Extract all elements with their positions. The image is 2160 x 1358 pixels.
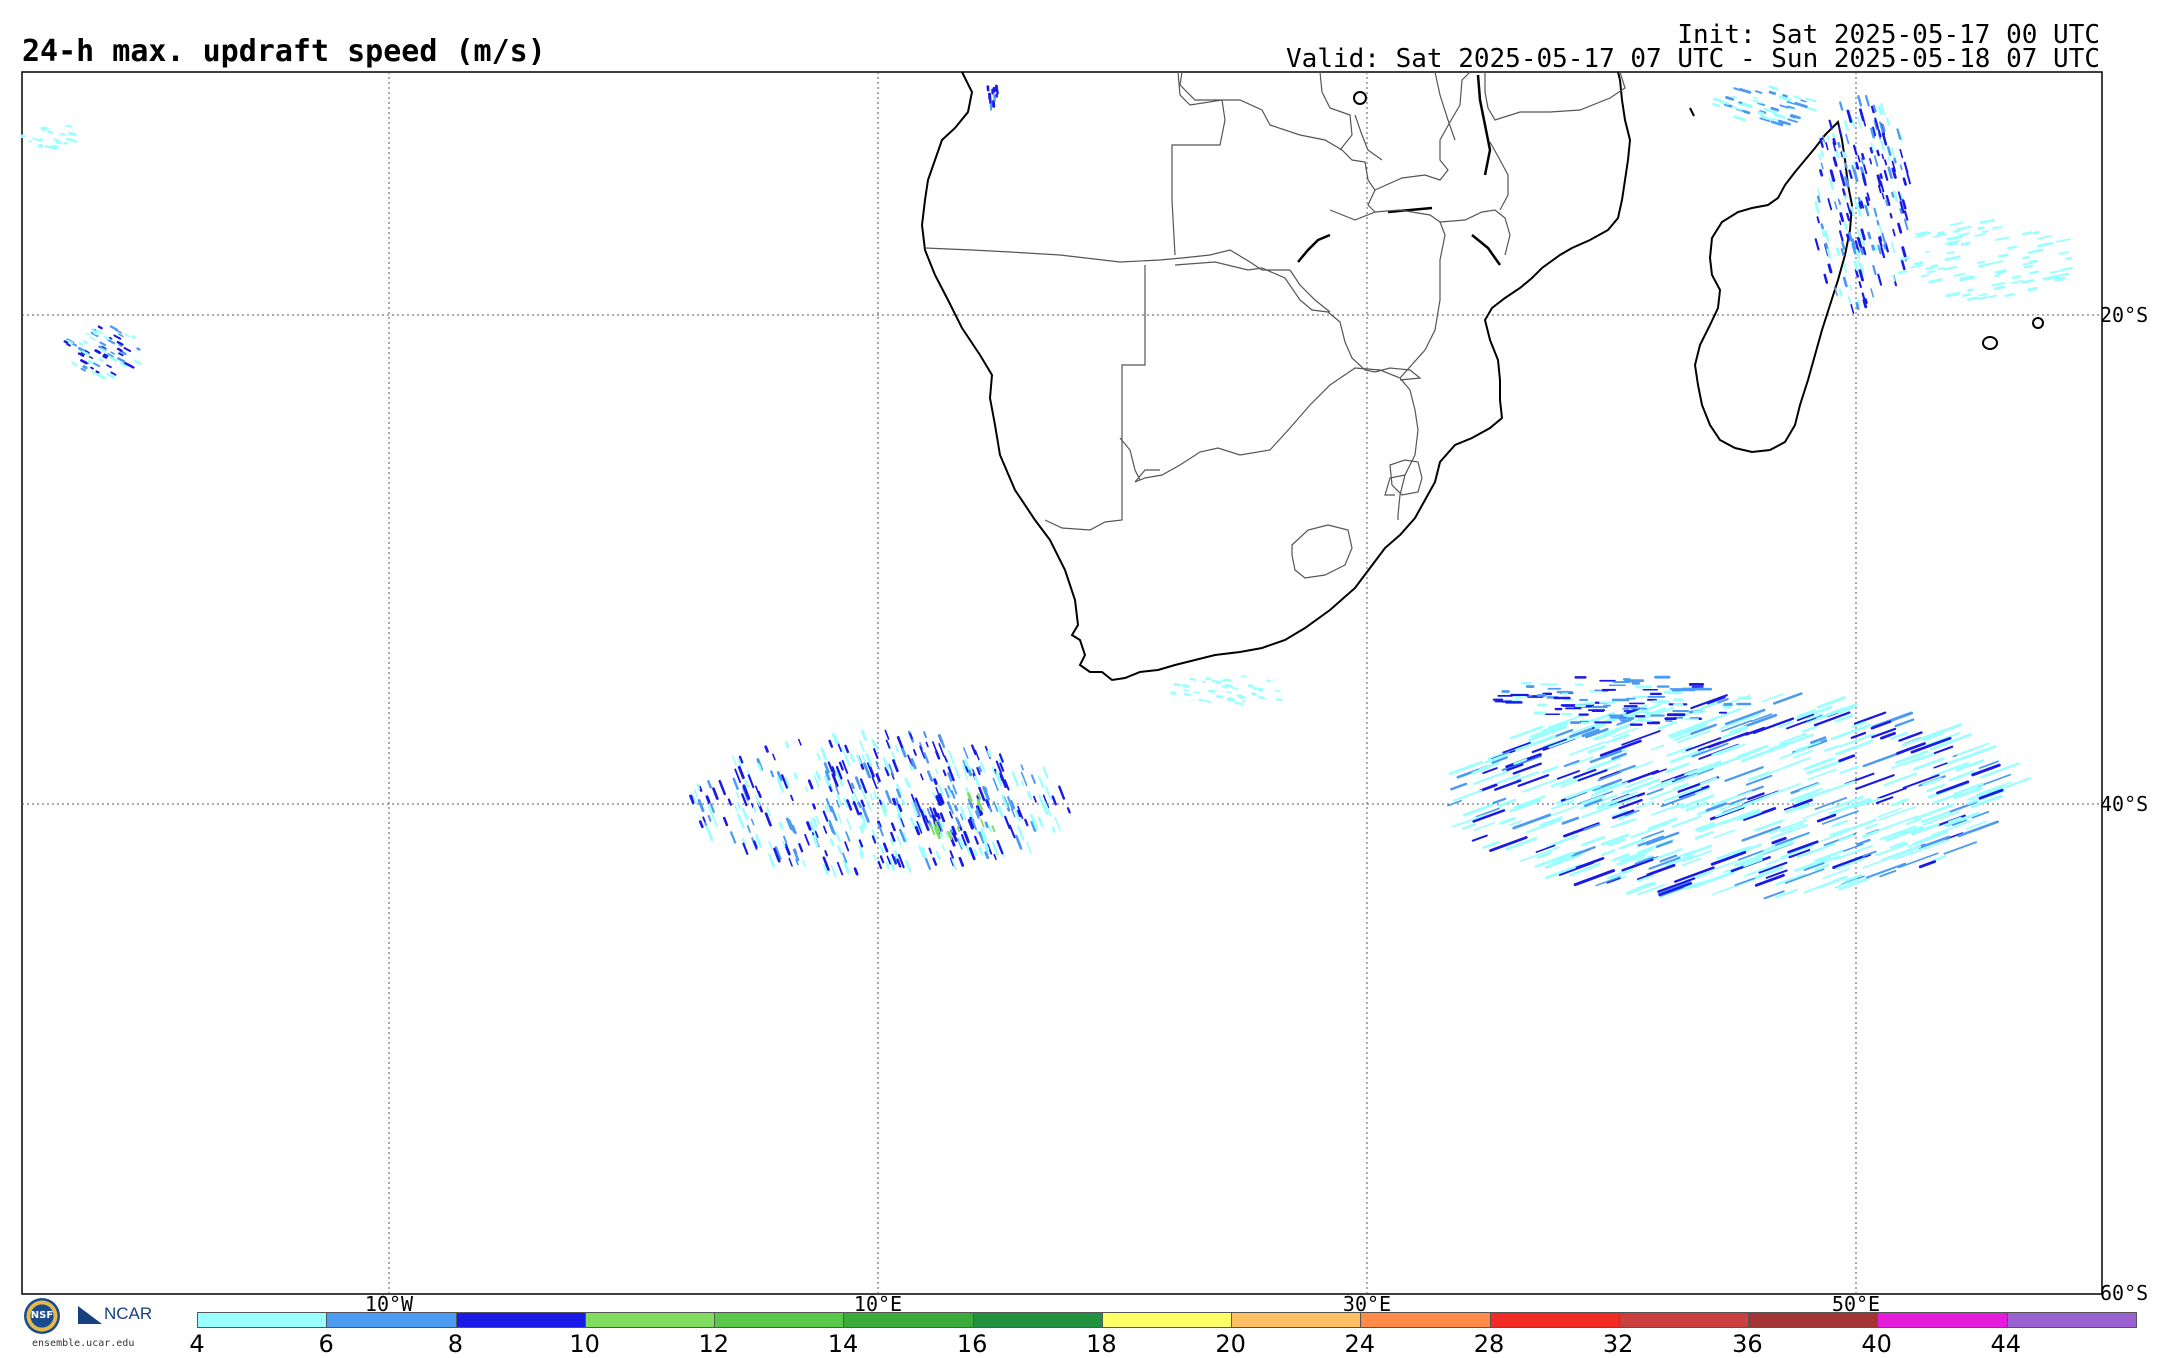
colorbar-segment — [327, 1313, 456, 1327]
lat-label-60s: 60°S — [2100, 1281, 2148, 1305]
ncar-logo-text: NCAR — [104, 1304, 152, 1324]
map-title: 24-h max. updraft speed (m/s) — [22, 34, 546, 69]
colorbar-segment — [715, 1313, 844, 1327]
lat-label-40s: 40°S — [2100, 792, 2148, 816]
colorbar-segment — [1361, 1313, 1490, 1327]
colorbar-segment — [844, 1313, 973, 1327]
colorbar-segment — [1491, 1313, 1620, 1327]
nsf-logo-icon: NSF — [24, 1298, 60, 1334]
lat-label-20s: 20°S — [2100, 303, 2148, 327]
colorbar-segment — [586, 1313, 715, 1327]
site-url: ensemble.ucar.edu — [32, 1338, 134, 1349]
colorbar — [197, 1312, 2137, 1328]
colorbar-segment — [2008, 1313, 2136, 1327]
colorbar-segment — [198, 1313, 327, 1327]
colorbar-segment — [1620, 1313, 1749, 1327]
colorbar-segment — [1103, 1313, 1232, 1327]
colorbar-segment — [1749, 1313, 1878, 1327]
ncar-logo-icon — [78, 1306, 102, 1324]
logo-block: NSF NCAR ensemble.ucar.edu — [24, 1296, 154, 1352]
colorbar-segment — [1232, 1313, 1361, 1327]
colorbar-segment — [1878, 1313, 2007, 1327]
colorbar-segment — [974, 1313, 1103, 1327]
colorbar-segment — [457, 1313, 586, 1327]
valid-time: Valid: Sat 2025-05-17 07 UTC - Sun 2025-… — [1286, 44, 2100, 74]
